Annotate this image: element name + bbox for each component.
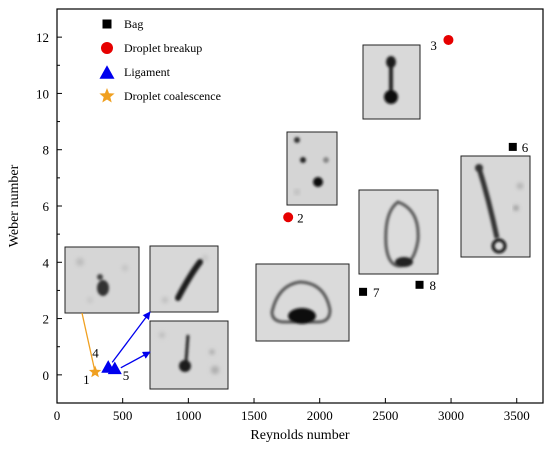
- data-point-label: 8: [430, 278, 437, 293]
- data-point-label: 1: [83, 372, 90, 387]
- y-tick-label: 6: [43, 199, 50, 214]
- legend: Bag Droplet breakup Ligament Droplet coales…: [99, 17, 221, 103]
- legend-marker: [102, 19, 112, 29]
- data-point: [88, 365, 102, 378]
- x-axis-title: Reynolds number: [250, 428, 349, 443]
- data-point-label: 7: [373, 285, 380, 300]
- data-point-label: 3: [430, 38, 437, 53]
- legend-marker: [99, 88, 115, 103]
- x-tick-label: 2500: [372, 408, 398, 423]
- connector-arrow: [120, 351, 151, 369]
- y-tick-label: 12: [36, 30, 49, 45]
- data-point: [107, 361, 122, 375]
- y-axis-title: Weber number: [7, 164, 22, 247]
- droplet-photo-inset: [460, 155, 531, 258]
- droplet-photo-inset: [286, 131, 338, 206]
- x-tick-label: 1000: [175, 408, 201, 423]
- droplet-photo-inset: [149, 320, 229, 390]
- droplet-photo-inset: [64, 246, 140, 314]
- droplet-photo-inset: [149, 245, 219, 313]
- legend-label: Droplet coalescence: [124, 89, 221, 103]
- y-tick-label: 10: [36, 86, 49, 101]
- connector-arrow: [111, 311, 151, 363]
- legend-label: Ligament: [124, 65, 171, 79]
- legend-marker: [99, 65, 115, 79]
- droplet-photo-insets: [64, 44, 531, 390]
- x-tick-label: 3500: [504, 408, 530, 423]
- x-tick-label: 1500: [241, 408, 267, 423]
- data-point-label: 4: [92, 345, 99, 360]
- x-tick-label: 500: [113, 408, 133, 423]
- data-point-label: 5: [123, 368, 129, 383]
- data-point-label: 6: [522, 140, 529, 155]
- x-tick-label: 2000: [307, 408, 333, 423]
- inset-connector-arrows: [81, 311, 151, 373]
- data-marks: 6 7 8 2 3 4 5 1: [83, 34, 529, 387]
- droplet-photo-inset: [358, 189, 439, 275]
- y-tick-label: 2: [43, 312, 50, 327]
- droplet-photo-inset: [255, 263, 350, 342]
- x-tick-label: 3000: [438, 408, 464, 423]
- data-point: [283, 212, 294, 223]
- y-tick-label: 0: [43, 368, 50, 383]
- y-tick-label: 4: [43, 255, 50, 270]
- data-point: [508, 142, 517, 151]
- data-point-label: 2: [297, 210, 304, 225]
- y-tick-label: 8: [43, 143, 50, 158]
- connector-line: [81, 312, 96, 373]
- data-point: [359, 287, 368, 296]
- legend-label: Bag: [124, 17, 143, 31]
- x-tick-label: 0: [54, 408, 61, 423]
- legend-marker: [101, 42, 113, 54]
- data-point: [443, 34, 454, 45]
- legend-label: Droplet breakup: [124, 41, 202, 55]
- data-point: [415, 280, 424, 289]
- droplet-photo-inset: [362, 44, 421, 120]
